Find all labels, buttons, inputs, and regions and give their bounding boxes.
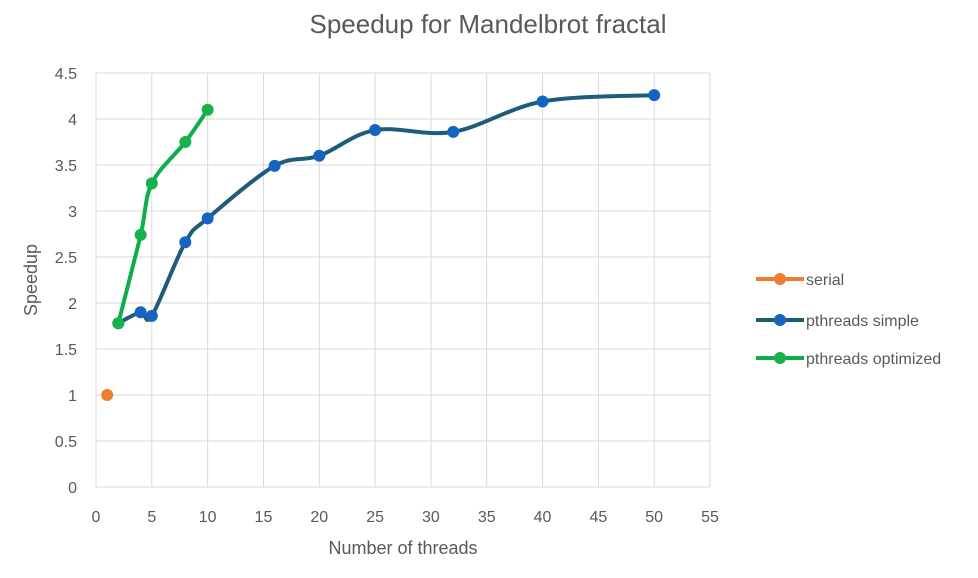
legend: serial pthreads simple pthreads optimized <box>756 272 941 368</box>
x-tick-label: 0 <box>92 509 101 526</box>
y-tick-label: 3 <box>68 204 77 221</box>
legend-item: pthreads simple <box>756 313 919 330</box>
y-tick-label: 3.5 <box>55 158 77 175</box>
data-point <box>179 136 192 148</box>
data-point <box>369 124 382 137</box>
legend-label: serial <box>806 272 844 289</box>
data-point <box>268 159 281 172</box>
series-pthreads-simple <box>112 89 661 330</box>
y-tick-label: 2.5 <box>55 250 77 267</box>
y-tick-label: 2 <box>68 296 77 313</box>
chart-title: Speedup for Mandelbrot fractal <box>310 9 667 39</box>
data-point <box>447 125 460 138</box>
legend-item: serial <box>756 272 844 289</box>
y-tick-label: 4 <box>68 112 77 129</box>
data-point <box>179 236 192 249</box>
series-serial <box>101 389 114 401</box>
gridlines <box>95 72 711 488</box>
data-point <box>313 149 326 162</box>
data-point <box>648 89 661 102</box>
legend-marker <box>774 314 786 326</box>
x-axis-title: Number of threads <box>328 538 477 558</box>
data-point <box>201 103 214 116</box>
x-tick-label: 10 <box>199 509 217 526</box>
data-point <box>101 389 114 401</box>
x-tick-label: 20 <box>310 509 328 526</box>
y-axis-title: Speedup <box>21 244 41 316</box>
plot-series <box>101 89 661 401</box>
data-point <box>145 309 158 322</box>
x-axis-ticks: 0 5 10 15 20 25 30 35 40 45 50 55 <box>92 509 719 526</box>
y-axis-ticks: 0 0.5 1 1.5 2 2.5 3 3.5 4 4.5 <box>55 66 77 497</box>
legend-label: pthreads optimized <box>806 351 941 368</box>
data-point <box>536 95 549 108</box>
y-tick-label: 4.5 <box>55 66 77 83</box>
series-pthreads-optimized <box>112 103 214 330</box>
y-tick-label: 1 <box>68 388 77 405</box>
y-tick-label: 0 <box>68 480 77 497</box>
data-point <box>201 212 214 225</box>
data-point <box>112 317 125 330</box>
x-tick-label: 30 <box>422 509 440 526</box>
legend-marker <box>774 352 786 364</box>
legend-marker <box>774 273 786 285</box>
x-tick-label: 15 <box>255 509 273 526</box>
legend-item: pthreads optimized <box>756 351 941 368</box>
x-tick-label: 40 <box>534 509 552 526</box>
y-tick-label: 0.5 <box>55 434 77 451</box>
series-line <box>116 93 657 326</box>
x-tick-label: 35 <box>478 509 496 526</box>
x-tick-label: 55 <box>701 509 719 526</box>
x-tick-label: 45 <box>589 509 607 526</box>
x-tick-label: 25 <box>366 509 384 526</box>
y-tick-label: 1.5 <box>55 342 77 359</box>
data-point <box>145 177 158 190</box>
data-point <box>134 228 147 241</box>
x-tick-label: 50 <box>645 509 663 526</box>
x-tick-label: 5 <box>147 509 156 526</box>
data-point <box>134 306 147 319</box>
legend-label: pthreads simple <box>806 313 919 330</box>
